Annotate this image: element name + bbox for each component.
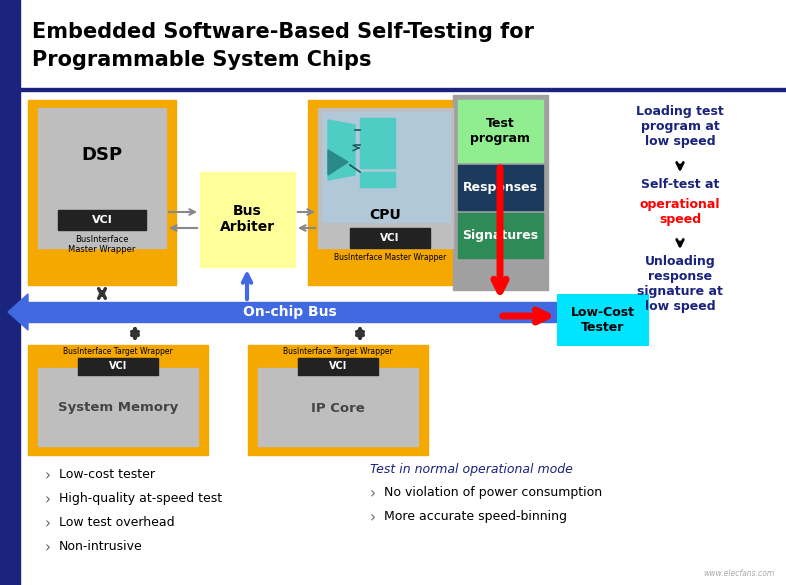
- Text: Low-Cost
Tester: Low-Cost Tester: [571, 306, 635, 334]
- Bar: [458, 213, 543, 258]
- Bar: [200, 172, 295, 267]
- Text: Unloading
response
signature at
low speed: Unloading response signature at low spee…: [637, 255, 723, 313]
- Text: ›: ›: [45, 468, 51, 483]
- Text: Responses: Responses: [462, 181, 538, 194]
- Text: Non-intrusive: Non-intrusive: [59, 540, 143, 553]
- Text: Low-cost tester: Low-cost tester: [59, 468, 155, 481]
- Text: VCI: VCI: [92, 215, 112, 225]
- Bar: [308, 100, 546, 285]
- Bar: [298, 358, 378, 375]
- Text: Test
program: Test program: [470, 117, 530, 145]
- Polygon shape: [328, 150, 348, 175]
- Text: DSP: DSP: [82, 146, 123, 164]
- Text: ›: ›: [370, 486, 376, 501]
- Bar: [458, 165, 543, 210]
- Bar: [28, 100, 176, 285]
- Text: Embedded Software-Based Self-Testing for: Embedded Software-Based Self-Testing for: [32, 22, 534, 42]
- Text: IP Core: IP Core: [311, 401, 365, 415]
- Polygon shape: [328, 120, 355, 180]
- Text: ›: ›: [45, 516, 51, 531]
- Bar: [28, 345, 208, 455]
- Bar: [28, 302, 558, 322]
- Text: BusInterface Target Wrapper: BusInterface Target Wrapper: [63, 347, 173, 356]
- Bar: [558, 295, 648, 345]
- Text: VCI: VCI: [329, 361, 347, 371]
- Text: High-quality at-speed test: High-quality at-speed test: [59, 492, 222, 505]
- Text: www.elecfans.com: www.elecfans.com: [703, 569, 775, 578]
- Polygon shape: [8, 294, 28, 330]
- Text: Loading test
program at
low speed: Loading test program at low speed: [636, 105, 724, 148]
- Text: BusInterface Master Wrapper: BusInterface Master Wrapper: [334, 253, 446, 262]
- Text: More accurate speed-binning: More accurate speed-binning: [384, 510, 567, 523]
- Text: CPU: CPU: [369, 208, 401, 222]
- Text: Self-test at: Self-test at: [641, 178, 719, 191]
- Text: No violation of power consumption: No violation of power consumption: [384, 486, 602, 499]
- Bar: [58, 210, 146, 230]
- Bar: [350, 228, 430, 248]
- Text: Signatures: Signatures: [462, 229, 538, 242]
- Bar: [258, 368, 418, 446]
- Bar: [360, 118, 395, 168]
- Bar: [453, 95, 548, 290]
- Text: BusInterface Target Wrapper: BusInterface Target Wrapper: [283, 347, 393, 356]
- Bar: [38, 368, 198, 446]
- Bar: [322, 112, 450, 222]
- Text: VCI: VCI: [380, 233, 400, 243]
- Text: ›: ›: [370, 510, 376, 525]
- Text: ›: ›: [45, 492, 51, 507]
- Text: Low test overhead: Low test overhead: [59, 516, 174, 529]
- Text: On-chip Bus: On-chip Bus: [243, 305, 337, 319]
- Text: BusInterface
Master Wrapper: BusInterface Master Wrapper: [68, 235, 136, 254]
- Text: Test in normal operational mode: Test in normal operational mode: [370, 463, 573, 476]
- Bar: [78, 358, 158, 375]
- Text: Bus
Arbiter: Bus Arbiter: [219, 204, 274, 234]
- Bar: [248, 345, 428, 455]
- Bar: [360, 172, 395, 187]
- Bar: [0, 0, 20, 585]
- Bar: [318, 108, 453, 248]
- Text: System Memory: System Memory: [58, 401, 178, 415]
- Polygon shape: [558, 302, 574, 322]
- Text: operational
speed: operational speed: [640, 198, 720, 226]
- Bar: [20, 0, 786, 90]
- Bar: [458, 100, 543, 162]
- Text: VCI: VCI: [109, 361, 127, 371]
- Text: Programmable System Chips: Programmable System Chips: [32, 50, 372, 70]
- Bar: [20, 88, 786, 91]
- Bar: [38, 108, 166, 248]
- Text: ›: ›: [45, 540, 51, 555]
